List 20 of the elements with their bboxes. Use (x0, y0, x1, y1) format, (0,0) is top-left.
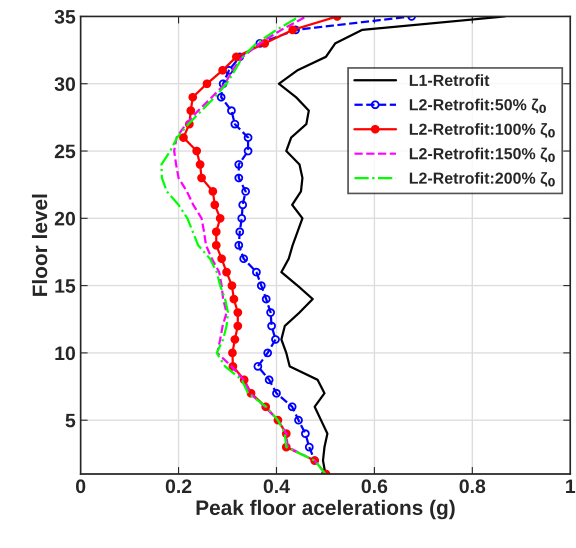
x-tick-label: 0.8 (460, 479, 486, 494)
x-tick-label: 0.6 (362, 479, 388, 494)
x-axis-title: Peak floor acelerations (g) (196, 500, 455, 520)
legend-label: L1-Retrofit (410, 74, 490, 86)
x-tick-label: 0 (76, 479, 86, 494)
y-tick-label: 5 (66, 414, 76, 428)
x-tick-label: 1 (566, 480, 576, 493)
legend-label: L2-Retrofit:200% ζ$_{0}$ (410, 172, 555, 187)
legend-label: L2-Retrofit:50% ζ$_{0}$ (410, 98, 546, 114)
legend-label: L2-Retrofit:150% ζ$_{0}$ (410, 148, 555, 162)
y-tick-label: 15 (55, 279, 76, 293)
y-tick-label: 10 (55, 346, 75, 360)
y-axis-title: Floor level (32, 194, 48, 296)
legend-label: L2-Retrofit:100% ζ$_{0}$ (410, 123, 555, 138)
y-tick-label: 20 (54, 212, 75, 226)
x-tick-label: 0.4 (264, 479, 290, 494)
y-tick-label: 30 (54, 77, 75, 91)
y-tick-label: 25 (54, 144, 76, 158)
y-tick-label: 35 (54, 10, 76, 24)
x-tick-label: 0.2 (166, 479, 192, 494)
